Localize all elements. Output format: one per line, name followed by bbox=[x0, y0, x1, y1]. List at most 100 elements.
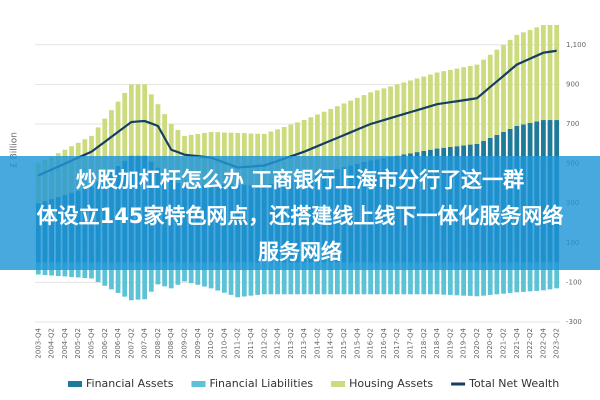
bar-segment bbox=[527, 262, 533, 292]
x-tick-label: 2021-Q2 bbox=[500, 328, 508, 359]
bar-segment bbox=[275, 129, 280, 183]
bar-segment bbox=[534, 27, 540, 122]
bar-segment bbox=[527, 29, 533, 124]
x-tick-label: 2006-Q2 bbox=[101, 328, 109, 359]
bar-segment bbox=[328, 262, 334, 295]
x-tick-label: 2016-Q4 bbox=[380, 327, 388, 358]
x-tick-label: 2019-Q2 bbox=[446, 328, 454, 359]
legend-label: Housing Assets bbox=[349, 377, 433, 390]
bar-segment bbox=[434, 72, 440, 149]
bar-segment bbox=[148, 262, 154, 292]
bar-segment bbox=[388, 86, 393, 157]
bar-segment bbox=[115, 262, 121, 293]
bar-segment bbox=[195, 262, 201, 285]
bar-segment bbox=[381, 262, 387, 295]
bar-segment bbox=[461, 67, 467, 146]
bar-segment bbox=[374, 262, 380, 295]
x-tick-label: 2013-Q2 bbox=[287, 328, 295, 359]
bar-segment bbox=[507, 39, 513, 129]
x-tick-label: 2022-Q4 bbox=[539, 327, 547, 358]
bar-segment bbox=[408, 80, 413, 154]
bar-segment bbox=[168, 262, 174, 289]
y-tick-label: -100 bbox=[566, 278, 582, 286]
bar-segment bbox=[401, 262, 407, 295]
bar-segment bbox=[394, 84, 400, 156]
y-tick-label: 700 bbox=[566, 120, 579, 128]
x-tick-label: 2003-Q4 bbox=[34, 327, 42, 358]
x-tick-label: 2004-Q4 bbox=[61, 327, 69, 358]
bar-segment bbox=[128, 84, 134, 156]
bar-segment bbox=[301, 262, 307, 295]
y-tick-label: 1,100 bbox=[566, 41, 586, 49]
bar-segment bbox=[467, 65, 473, 145]
bar-segment bbox=[494, 262, 500, 295]
bar-segment bbox=[467, 262, 473, 296]
bar-segment bbox=[487, 54, 493, 138]
x-tick-label: 2005-Q2 bbox=[74, 328, 82, 359]
bar-segment bbox=[142, 262, 148, 300]
bar-segment bbox=[361, 262, 367, 295]
bar-segment bbox=[75, 262, 81, 278]
x-tick-label: 2014-Q4 bbox=[327, 327, 335, 358]
x-tick-label: 2004-Q2 bbox=[48, 328, 56, 359]
bar-segment bbox=[394, 262, 400, 295]
bar-segment bbox=[281, 126, 287, 182]
y-tick-label: -300 bbox=[566, 318, 582, 326]
banner-text: 炒股加杠杆怎么办 工商银行上海市分行了这一群 bbox=[76, 168, 524, 192]
bar-segment bbox=[381, 88, 387, 159]
bar-segment bbox=[321, 111, 327, 173]
bar-segment bbox=[414, 262, 420, 295]
x-tick-label: 2010-Q2 bbox=[207, 328, 215, 359]
bar-segment bbox=[540, 262, 546, 291]
bar-segment bbox=[521, 262, 526, 292]
bar-segment bbox=[308, 262, 314, 295]
bar-segment bbox=[222, 262, 227, 293]
banner-text: 体设立145家特色网点，还搭建线上线下一体化服务网络 bbox=[37, 204, 564, 228]
bar-segment bbox=[109, 110, 114, 172]
bar-segment bbox=[441, 71, 447, 148]
net-wealth-line bbox=[37, 49, 557, 177]
bar-segment bbox=[521, 32, 526, 125]
bar-segment bbox=[368, 92, 373, 161]
bar-segment bbox=[135, 262, 141, 300]
bar-segment bbox=[447, 69, 453, 147]
bar-segment bbox=[148, 94, 154, 162]
legend-swatch bbox=[68, 381, 82, 387]
bar-segment bbox=[321, 262, 327, 295]
bar-segment bbox=[408, 262, 413, 295]
bar-segment bbox=[421, 262, 427, 295]
x-tick-label: 2007-Q2 bbox=[127, 328, 135, 359]
bar-segment bbox=[441, 262, 447, 295]
bar-segment bbox=[275, 262, 280, 295]
bar-segment bbox=[454, 68, 460, 147]
x-tick-label: 2010-Q4 bbox=[220, 327, 228, 358]
bar-segment bbox=[514, 34, 520, 126]
bar-segment bbox=[388, 262, 393, 295]
bar-segment bbox=[102, 118, 108, 177]
bar-segment bbox=[554, 262, 560, 289]
bar-segment bbox=[315, 262, 320, 295]
bar-segment bbox=[188, 262, 194, 284]
legend-swatch bbox=[331, 381, 346, 387]
bar-segment bbox=[308, 117, 314, 176]
bar-segment bbox=[454, 262, 460, 296]
bar-segment bbox=[208, 262, 214, 289]
bar-segment bbox=[301, 120, 307, 178]
x-tick-label: 2016-Q2 bbox=[367, 328, 375, 359]
x-tick-label: 2019-Q4 bbox=[460, 327, 468, 358]
x-tick-label: 2015-Q2 bbox=[340, 328, 348, 359]
bar-segment bbox=[295, 262, 300, 295]
bar-segment bbox=[182, 262, 187, 282]
x-tick-label: 2012-Q2 bbox=[260, 328, 268, 359]
bar-segment bbox=[481, 59, 486, 141]
x-tick-label: 2009-Q4 bbox=[194, 327, 202, 358]
x-tick-label: 2020-Q4 bbox=[486, 327, 494, 358]
bar-segment bbox=[128, 262, 134, 301]
bar-segment bbox=[288, 124, 294, 180]
x-tick-label: 2018-Q4 bbox=[433, 327, 441, 358]
bar-segment bbox=[514, 262, 520, 293]
bar-segment bbox=[547, 25, 553, 121]
x-tick-label: 2008-Q4 bbox=[167, 327, 175, 358]
bar-segment bbox=[268, 262, 274, 295]
bar-segment bbox=[155, 262, 161, 285]
